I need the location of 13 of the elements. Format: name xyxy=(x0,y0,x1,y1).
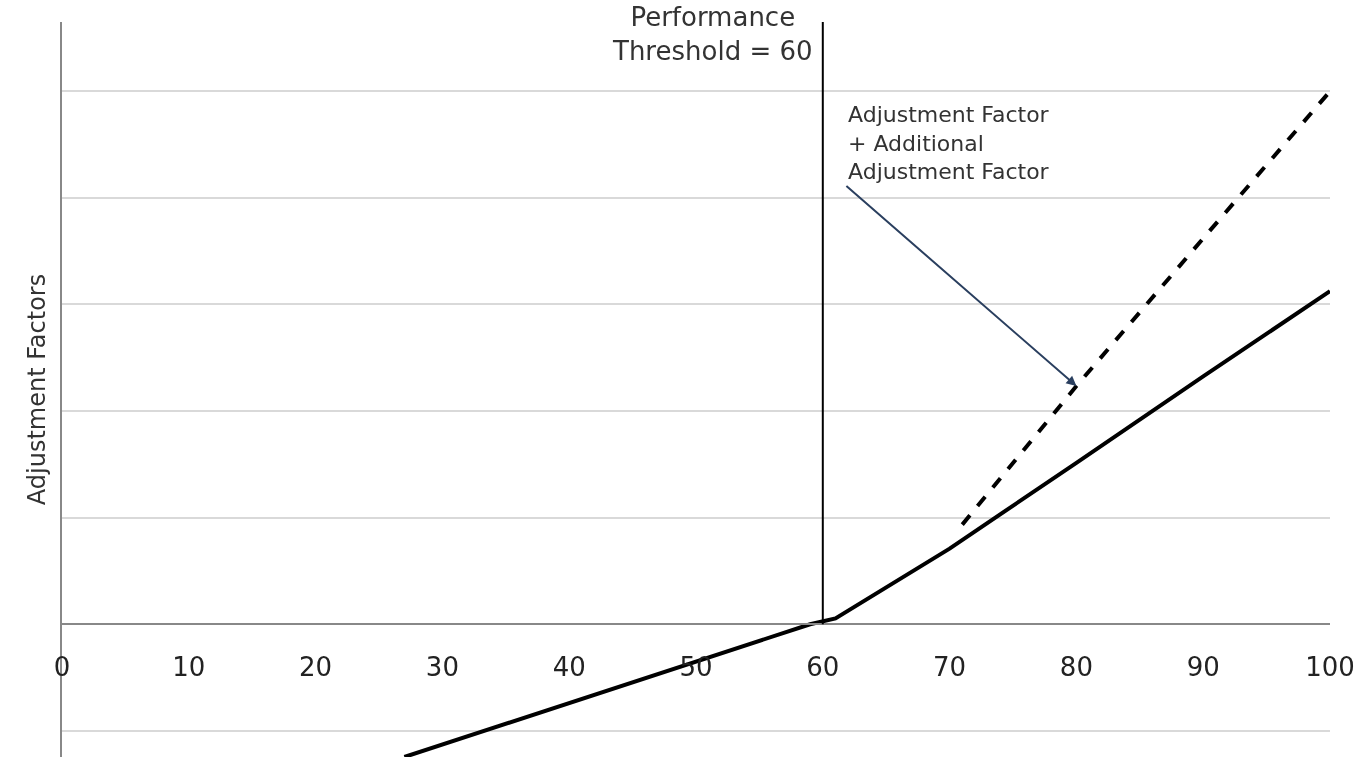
x-tick-label: 80 xyxy=(1059,652,1093,683)
x-tick-label: 0 xyxy=(53,652,71,683)
x-tick-label: 10 xyxy=(172,652,206,683)
x-tick-label: 60 xyxy=(806,652,840,683)
x-tick-label: 40 xyxy=(552,652,586,683)
x-tick-label: 30 xyxy=(425,652,459,683)
x-tick-label: 20 xyxy=(299,652,333,683)
x-tick-label: 90 xyxy=(1186,652,1220,683)
ref-line-label: Performance Threshold = 60 xyxy=(612,2,813,66)
x-tick-label: 70 xyxy=(933,652,967,683)
annotation: Adjustment Factor + Additional Adjustment Factor xyxy=(848,102,1050,185)
x-tick-label: 100 xyxy=(1305,652,1355,683)
y-axis-title: Adjustment Factors xyxy=(22,273,51,506)
